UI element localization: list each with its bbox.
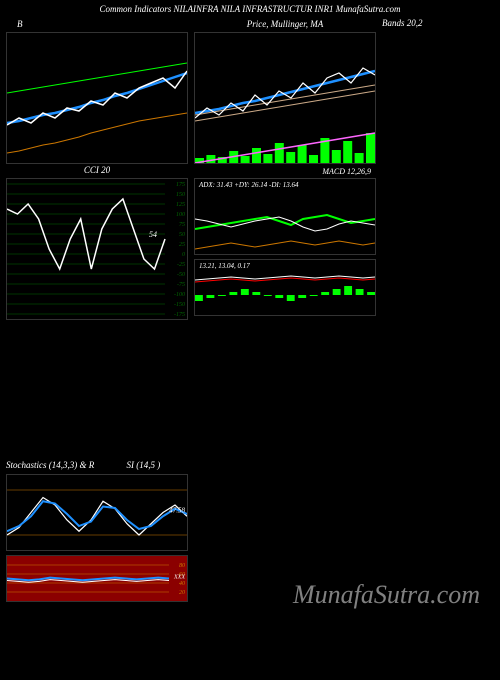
cci-title: CCI 20 <box>7 165 187 175</box>
macd-panel: 13.21, 13.04, 0.17 <box>194 259 376 316</box>
svg-text:50: 50 <box>179 232 185 238</box>
svg-text:0: 0 <box>182 252 185 258</box>
adx-label: ADX: 31.43 +DY: 26.14 -DI: 13.64 <box>199 181 299 189</box>
adx-panel: ADX: 31.43 +DY: 26.14 -DI: 13.64 MACD 12… <box>194 178 376 255</box>
svg-text:-50: -50 <box>177 272 185 278</box>
price-ma-chart <box>195 33 375 163</box>
svg-text:80: 80 <box>179 563 185 569</box>
cci-chart: 175 150 125 100 75 50 25 0 -25 -50 -75 -100 -150 -175… <box>7 179 187 319</box>
stoch-panel: 47.58 <box>6 474 188 551</box>
macd-title-extra: MACD 12,26,9 <box>322 167 371 176</box>
svg-text:-25: -25 <box>177 262 185 268</box>
price-ma-panel: Price, Mullinger, MA <box>194 32 376 164</box>
rsi-panel: 80604020XXX <box>6 555 188 602</box>
svg-text:XXX: XXX <box>173 575 185 581</box>
svg-text:100: 100 <box>176 212 185 218</box>
svg-text:20: 20 <box>179 590 185 596</box>
svg-text:125: 125 <box>176 202 185 208</box>
bollinger-title: B <box>17 19 187 29</box>
svg-text:40: 40 <box>179 580 185 587</box>
rsi-chart: 80604020XXX <box>7 556 187 601</box>
svg-text:75: 75 <box>179 222 185 228</box>
stoch-title: Stochastics (14,3,3) & R <box>6 460 94 470</box>
bollinger-chart <box>7 33 187 163</box>
stoch-chart: 47.58 <box>7 475 187 550</box>
bands-title: Bands 20,2 <box>382 18 423 164</box>
svg-text:-100: -100 <box>174 292 185 298</box>
adx-chart <box>195 179 375 254</box>
svg-text:54: 54 <box>149 230 157 239</box>
bollinger-panel: B <box>6 32 188 164</box>
svg-text:150: 150 <box>176 192 185 198</box>
svg-text:25: 25 <box>179 242 185 248</box>
svg-text:-150: -150 <box>174 302 185 308</box>
cci-panel: CCI 20 1751501251007550250-25-50-75-100-… <box>6 178 188 320</box>
svg-text:-75: -75 <box>177 282 185 288</box>
svg-text:175: 175 <box>176 182 185 188</box>
price-ma-title: Price, Mullinger, MA <box>195 19 375 29</box>
svg-text:-175: -175 <box>174 312 185 318</box>
page-header: Common Indicators NILAINFRA NILA INFRAST… <box>0 0 500 18</box>
macd-label: 13.21, 13.04, 0.17 <box>199 262 250 270</box>
svg-text:47.58: 47.58 <box>169 507 185 515</box>
rsi-title: SI (14,5 ) <box>127 460 161 470</box>
